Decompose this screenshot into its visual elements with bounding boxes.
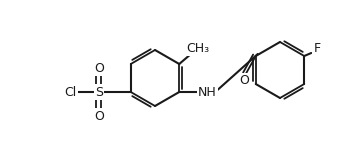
Text: O: O: [94, 61, 104, 75]
Text: CH₃: CH₃: [187, 42, 210, 54]
Text: O: O: [94, 110, 104, 123]
Text: O: O: [239, 75, 249, 87]
Text: F: F: [314, 42, 321, 56]
Text: NH: NH: [198, 85, 217, 99]
Text: S: S: [95, 85, 103, 99]
Text: Cl: Cl: [65, 85, 77, 99]
